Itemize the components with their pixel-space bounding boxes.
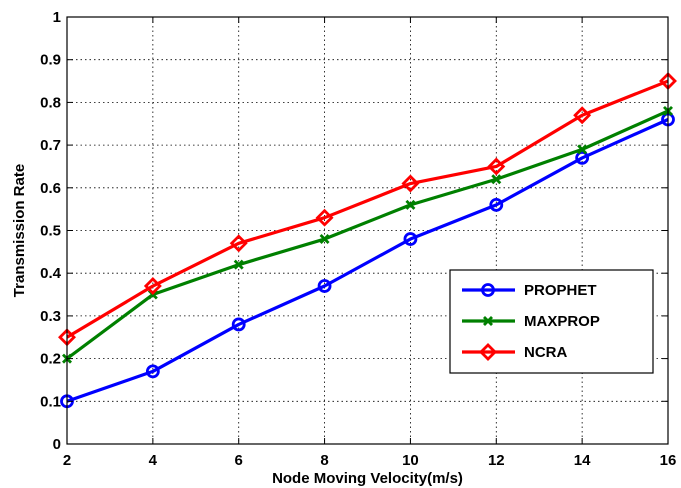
- series-layer: [58, 72, 677, 409]
- data-point-maxprop-stroke-b: [491, 174, 502, 185]
- legend-marker-maxprop-stroke-b: [483, 316, 493, 326]
- data-point-maxprop-stroke-b: [405, 199, 416, 210]
- data-point-maxprop-stroke-b: [577, 144, 588, 155]
- data-point-maxprop-stroke-b: [233, 259, 244, 270]
- legend-marker-prophet: [481, 283, 495, 297]
- data-point-ncra: [143, 277, 162, 295]
- data-point-ncra: [229, 234, 248, 253]
- x-tick-label: 2: [63, 452, 71, 469]
- y-tick-label: 0.2: [40, 351, 61, 368]
- data-point-maxprop: [319, 234, 330, 245]
- x-tick-label: 12: [488, 452, 505, 469]
- y-tick-label: 1: [53, 9, 61, 26]
- series-line-prophet: [66, 118, 669, 403]
- data-point-maxprop-stroke-b: [319, 234, 330, 245]
- x-tick-label: 16: [660, 452, 677, 469]
- data-point-prophet: [231, 317, 246, 332]
- series-prophet: [60, 112, 675, 409]
- series-maxprop: [62, 105, 673, 364]
- data-point-maxprop: [491, 174, 502, 185]
- legend-label-maxprop: MAXPROP: [524, 313, 600, 330]
- data-point-ncra: [401, 174, 420, 193]
- series-ncra: [58, 72, 677, 347]
- data-point-prophet: [145, 364, 160, 379]
- legend: PROPHET MAXPROP NCRA: [449, 269, 654, 374]
- data-point-maxprop: [405, 199, 416, 210]
- legend-label-ncra: NCRA: [524, 344, 567, 361]
- y-tick-label: 0.7: [40, 137, 61, 154]
- y-tick-label: 0.4: [40, 265, 62, 282]
- data-point-prophet: [489, 197, 504, 212]
- x-tick-label: 4: [149, 452, 158, 469]
- legend-marker-maxprop: [483, 316, 493, 326]
- y-tick-label: 0.3: [40, 308, 61, 325]
- x-tick-label: 14: [574, 452, 591, 469]
- data-point-prophet: [575, 151, 590, 165]
- data-point-maxprop: [577, 144, 588, 155]
- y-tick-label: 0.6: [40, 180, 61, 197]
- data-point-prophet: [317, 279, 332, 293]
- series-line-ncra: [66, 79, 669, 339]
- ticks: 2 4 6 8 10 12 14 16 0 0.1 0.2 0.3 0.4 0.5 0.6 0.7 0.8 0.9…: [40, 9, 676, 469]
- x-tick-label: 6: [235, 452, 243, 469]
- data-point-ncra: [487, 157, 506, 176]
- legend-marker-ncra: [479, 343, 497, 361]
- y-axis-label: Transmission Rate: [11, 164, 28, 297]
- y-tick-label: 0.9: [40, 52, 61, 69]
- y-tick-label: 0.5: [40, 223, 61, 240]
- y-tick-label: 0.8: [40, 94, 61, 111]
- data-point-maxprop: [233, 259, 244, 270]
- data-point-ncra: [315, 208, 334, 227]
- y-tick-label: 0: [53, 436, 61, 453]
- data-point-prophet: [403, 232, 418, 246]
- x-tick-label: 10: [402, 452, 419, 469]
- legend-label-prophet: PROPHET: [524, 282, 597, 299]
- series-line-maxprop: [66, 109, 669, 360]
- y-tick-label: 0.1: [40, 393, 61, 410]
- data-point-ncra: [573, 106, 592, 125]
- x-tick-label: 8: [320, 452, 328, 469]
- x-axis-label: Node Moving Velocity(m/s): [272, 470, 463, 487]
